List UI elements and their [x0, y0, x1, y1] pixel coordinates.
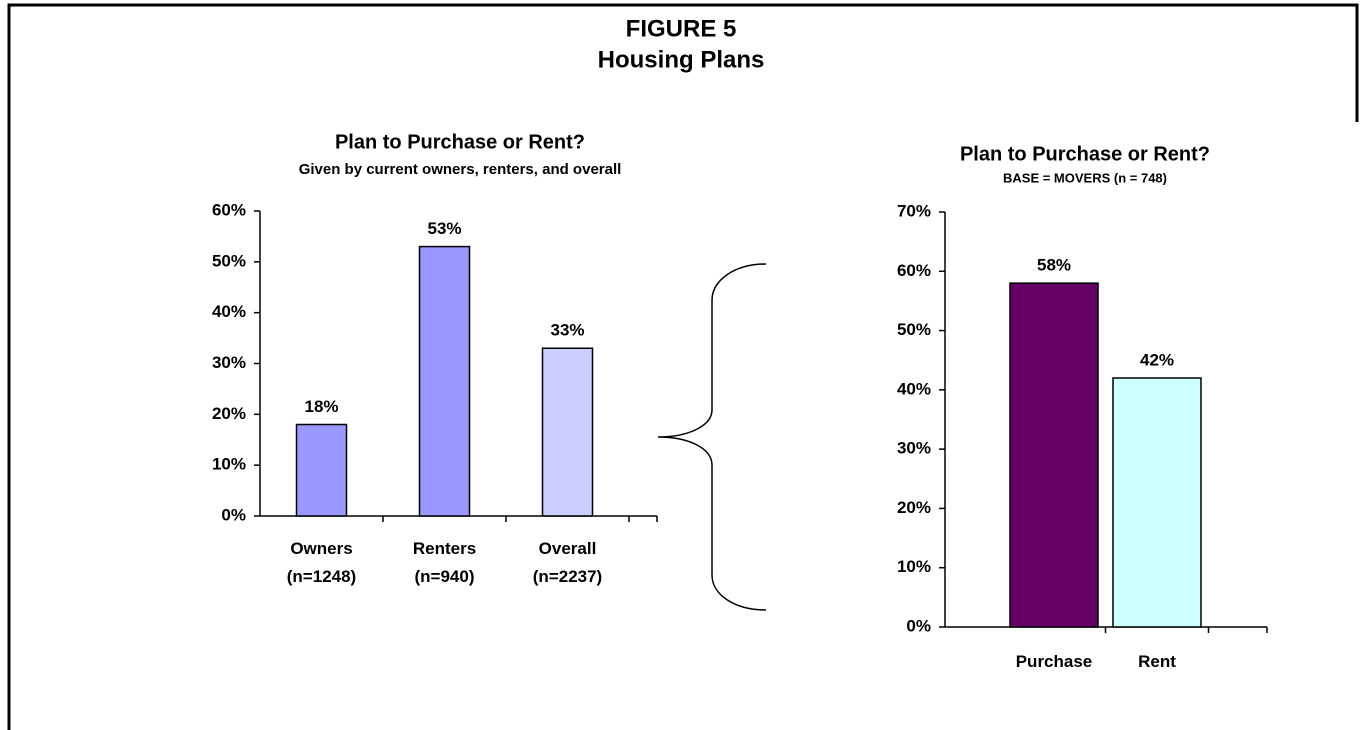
y-tick-label: 60%	[212, 200, 246, 219]
x-tick-label: Rent	[1138, 652, 1176, 671]
chart-title: Plan to Purchase or Rent?	[960, 143, 1210, 165]
value-label: 18%	[304, 397, 338, 416]
x-tick-label: Owners (n=1248)	[286, 539, 357, 586]
x-tick-label: Overall (n=2237)	[532, 539, 603, 586]
y-tick-label: 10%	[897, 557, 931, 576]
y-tick-label: 60%	[897, 261, 931, 280]
y-tick-label: 50%	[897, 320, 931, 339]
chart-subtitle: BASE = MOVERS (n = 748)	[1003, 170, 1167, 185]
value-label: 33%	[550, 321, 584, 340]
y-tick-label: 70%	[897, 201, 931, 220]
value-label: 53%	[427, 219, 461, 238]
y-tick-label: 30%	[212, 353, 246, 372]
value-label: 42%	[1140, 350, 1174, 369]
y-tick-label: 0%	[906, 616, 931, 635]
bar	[1009, 282, 1099, 628]
y-tick-label: 20%	[897, 498, 931, 517]
brace	[657, 263, 767, 611]
x-tick-label: Purchase	[1015, 652, 1093, 671]
bar	[541, 347, 594, 517]
y-tick-label: 50%	[212, 251, 246, 270]
y-tick-label: 40%	[212, 302, 246, 321]
value-label: 58%	[1037, 256, 1071, 275]
bar	[295, 423, 348, 517]
y-tick-label: 10%	[212, 455, 246, 474]
chart-subtitle: Given by current owners, renters, and ov…	[299, 161, 622, 178]
x-tick-label: Renters (n=940)	[412, 539, 477, 586]
bar	[1112, 377, 1202, 628]
chart-title: Plan to Purchase or Rent?	[335, 131, 585, 153]
frame	[7, 3, 1359, 730]
y-tick-label: 30%	[897, 439, 931, 458]
figure-title: Housing Plans	[598, 46, 765, 73]
y-tick-label: 0%	[221, 505, 246, 524]
figure-label: FIGURE 5	[626, 15, 737, 42]
y-tick-label: 40%	[897, 379, 931, 398]
bar	[418, 245, 471, 517]
y-tick-label: 20%	[212, 404, 246, 423]
